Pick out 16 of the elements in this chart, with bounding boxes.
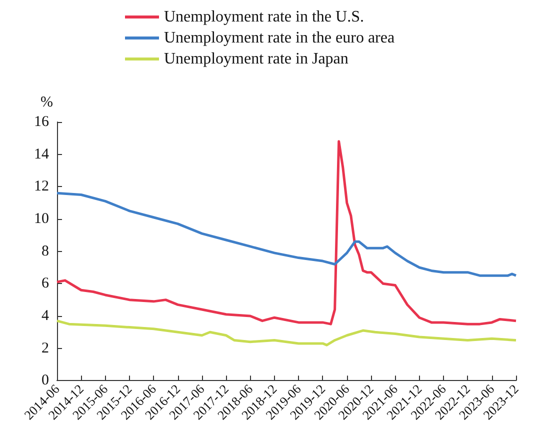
y-tick-label: 8 [42,243,49,260]
y-tick-label: 10 [34,210,49,227]
y-axis-title: % [40,94,53,110]
y-tick-label: 12 [34,178,49,195]
y-tick-label: 16 [34,114,50,130]
y-tick-label: 2 [42,340,49,356]
legend-label: Unemployment rate in Japan [164,50,348,68]
y-tick-label: 4 [42,308,50,324]
y-tick-label: 14 [34,146,50,162]
line-series [56,320,518,346]
legend-label: Unemployment rate in the euro area [164,30,395,46]
line-series [56,192,518,277]
line-series [56,140,518,326]
y-tick-label: 6 [42,276,50,292]
legend-label: Unemployment rate in the U.S. [164,8,364,26]
y-tick-label: 0 [42,372,49,389]
